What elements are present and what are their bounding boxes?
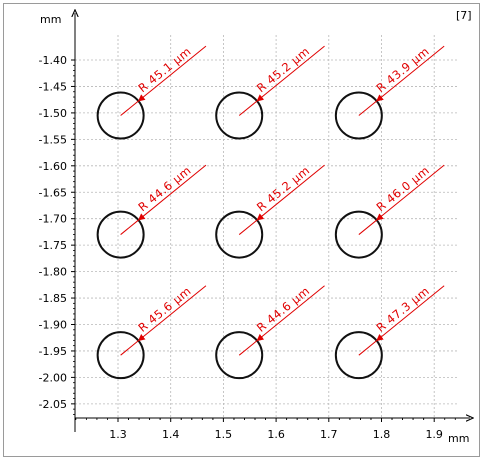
y-tick-label: -1.60 — [39, 160, 67, 173]
y-tick-labels: -1.40 -1.45 -1.50 -1.55 -1.60 -1.65 -1.70 -1.75… — [39, 54, 67, 411]
x-tick-label: 1.9 — [425, 428, 443, 441]
y-tick-label: -1.45 — [39, 80, 67, 93]
radius-label: R 47.3 µm — [374, 284, 432, 335]
measured-circle: R 46.0 µm — [334, 163, 445, 259]
radius-leader-line — [137, 164, 207, 221]
radius-leader-line — [137, 45, 207, 102]
radius-label: R 45.6 µm — [135, 284, 193, 335]
circle-outline — [334, 210, 383, 259]
radius-line — [358, 100, 377, 116]
radius-leader-line — [376, 285, 445, 342]
y-tick-label: -1.75 — [39, 239, 67, 252]
y-tick-label: -1.65 — [39, 186, 67, 199]
x-tick-label: 1.4 — [162, 428, 180, 441]
y-tick-label: -2.05 — [39, 398, 67, 411]
view-index-badge: [7] — [456, 9, 472, 22]
y-tick-label: -1.95 — [39, 345, 67, 358]
x-tick-label: 1.6 — [267, 428, 285, 441]
measured-circle: R 44.6 µm — [96, 163, 207, 259]
y-tick-label: -1.55 — [39, 133, 67, 146]
radius-label: R 46.0 µm — [374, 163, 432, 214]
y-tick-label: -1.50 — [39, 107, 67, 120]
radius-line — [358, 340, 377, 356]
radius-line — [238, 219, 258, 235]
circle-outline — [96, 91, 145, 140]
y-tick-label: -2.00 — [39, 371, 67, 384]
radius-label: R 44.6 µm — [254, 284, 312, 335]
radius-line — [238, 340, 258, 356]
y-tick-label: -1.90 — [39, 319, 67, 332]
radius-label: R 45.2 µm — [254, 163, 312, 214]
radius-leader-line — [256, 45, 325, 102]
circle-outline — [215, 331, 264, 380]
radius-line — [238, 100, 258, 116]
x-tick-label: 1.7 — [320, 428, 338, 441]
circle-outline — [215, 91, 264, 140]
radius-line — [358, 219, 377, 235]
x-tick-label: 1.8 — [373, 428, 391, 441]
circle-outline — [96, 210, 145, 259]
measured-circle: R 45.2 µm — [215, 44, 325, 140]
y-tick-label: -1.80 — [39, 266, 67, 279]
circle-outline — [215, 210, 264, 259]
chart-frame — [3, 3, 480, 457]
radius-leader-line — [256, 164, 325, 221]
measured-circle: R 43.9 µm — [334, 44, 445, 140]
radius-line — [120, 219, 139, 235]
measured-circle: R 45.2 µm — [215, 163, 325, 259]
axes — [75, 13, 470, 432]
circles: R 45.1 µm R 45.2 µm R 43.9 µm R 44.6 µm R 45… — [96, 44, 445, 380]
x-tick-labels: 1.3 1.4 1.5 1.6 1.7 1.8 1.9 — [109, 428, 443, 441]
y-axis-title: mm — [40, 13, 61, 26]
radius-label: R 45.2 µm — [254, 44, 312, 95]
radius-leader-line — [256, 285, 325, 342]
radius-leader-line — [137, 285, 207, 342]
radius-label: R 43.9 µm — [374, 44, 432, 95]
radius-label: R 45.1 µm — [135, 44, 193, 95]
x-axis-title: mm — [448, 432, 469, 445]
radius-label: R 44.6 µm — [135, 163, 193, 214]
radius-leader-line — [376, 164, 445, 221]
circle-outline — [96, 331, 145, 380]
circle-outline — [334, 331, 383, 380]
y-tick-label: -1.70 — [39, 213, 67, 226]
radius-leader-line — [376, 45, 445, 102]
y-tick-label: -1.85 — [39, 292, 67, 305]
radius-line — [120, 340, 139, 356]
x-tick-label: 1.3 — [109, 428, 127, 441]
x-tick-label: 1.5 — [215, 428, 233, 441]
circle-outline — [334, 91, 383, 140]
y-tick-label: -1.40 — [39, 54, 67, 67]
measured-circle: R 45.1 µm — [96, 44, 207, 140]
radius-line — [120, 100, 139, 116]
